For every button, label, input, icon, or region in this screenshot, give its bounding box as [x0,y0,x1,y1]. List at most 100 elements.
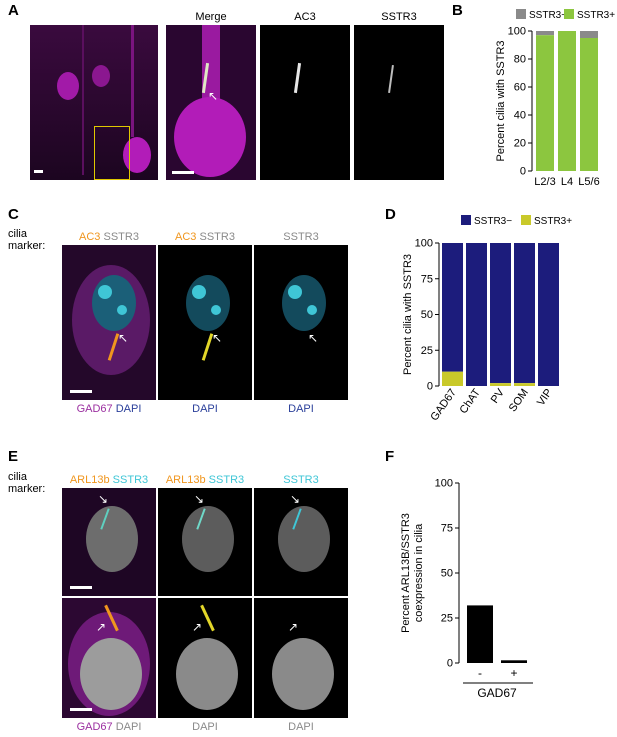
arrow-icon: ↘ [98,492,109,506]
legend-label-sstr3-pos: SSTR3+ [534,216,572,227]
x-tick-label: VIP [535,387,555,408]
y-tick-label: 75 [421,273,433,285]
arrow-icon: ↘ [290,492,301,506]
nucleus [176,638,238,710]
panel-c-top-label: AC3 SSTR3 [158,231,252,243]
nucleus [278,506,330,572]
neuron-soma [92,65,110,87]
legend-swatch-sstr3-pos [521,215,531,225]
y-tick-label: 20 [514,138,526,150]
nucleus-spot [288,285,302,299]
marker-arl13b: ARL13b [69,474,110,486]
bar-sstr3-neg [490,243,511,384]
neuron-soma [174,97,246,177]
marker-sstr3: SSTR3 [283,231,319,243]
nucleus-spot [211,305,221,315]
nucleus [186,275,230,331]
cilia-marker-label: cilia marker: [8,228,46,252]
y-axis-label: Percent cilia with SSTR3 [495,40,507,161]
panel-a-overview-image [30,25,158,180]
panel-a-merge-image: ↖ [166,25,256,180]
bar-sstr3-pos [514,383,535,386]
arrow-icon: ↖ [212,331,223,345]
y-tick-label: 0 [427,381,433,393]
y-axis-label: Percent ARL13B/SSTR3coexpression in cili… [400,513,425,633]
marker-sstr3: SSTR3 [199,231,235,243]
bar-sstr3-pos [558,31,576,171]
marker-dapi: DAPI [115,721,142,733]
x-tick-label: + [510,666,517,680]
panel-e-arl13b-image-bottom: ↗ [158,598,252,718]
panel-a-label: A [8,2,19,19]
dendrite [131,25,134,137]
panel-b-label: B [452,2,463,19]
bar-sstr3-neg [466,243,487,386]
y-axis-label: Percent cilia with SSTR3 [402,254,414,375]
marker-sstr3: SSTR3 [103,231,139,243]
panel-c-top-label: SSTR3 [254,231,348,243]
marker-sstr3: SSTR3 [208,474,245,486]
panel-c-merge-image: ↖ [62,245,156,400]
y-tick-label: 60 [514,82,526,94]
nucleus-spot [192,285,206,299]
y-tick-label: 25 [441,613,453,625]
nucleus [282,275,326,331]
panel-c-top-label: AC3 SSTR3 [62,231,156,243]
neuron-soma [57,72,79,100]
panel-d-label: D [385,206,396,223]
bar-sstr3-neg [538,243,559,386]
bar [501,660,527,663]
bar-sstr3-neg [442,243,463,372]
y-tick-label: 0 [447,658,453,670]
scale-bar [70,586,92,589]
x-tick-label: ChAT [457,387,483,416]
panel-f-chart: 0 25 50 75 100 Percent ARL13B/SSTR3coexpressi… [400,478,533,700]
panel-a-sstr3-image [354,25,444,180]
bar-sstr3-pos [580,38,598,171]
marker-dapi: DAPI [288,721,314,733]
bar [467,605,493,663]
nucleus [80,638,142,710]
panel-e-top-label: ARL13b SSTR3 [62,474,156,486]
x-tick-label: GAD67 [428,387,459,423]
x-axis-label: GAD67 [477,686,517,700]
arrow-icon: ↖ [208,89,219,103]
nucleus [182,506,234,572]
bar-sstr3-neg [514,243,535,384]
marker-sstr3: SSTR3 [283,474,319,486]
x-tick-label: L4 [561,176,573,188]
x-tick-label: - [478,666,482,680]
legend-label-sstr3-pos: SSTR3+ [577,10,615,21]
arrow-icon: ↗ [192,620,203,634]
cilium [388,64,394,94]
marker-gad67: GAD67 [76,403,113,415]
panel-e-bottom-label: GAD67 DAPI [62,721,156,733]
nucleus-spot [307,305,317,315]
legend-swatch-sstr3-pos [564,9,574,19]
legend-label-sstr3-neg: SSTR3− [529,10,567,21]
marker-dapi: DAPI [115,403,142,415]
y-tick-label: 25 [421,345,433,357]
scale-bar [70,708,92,711]
nucleus-spot [98,285,112,299]
x-tick-label: L2/3 [534,176,555,188]
y-tick-label: 40 [514,110,526,122]
y-tick-label: 50 [441,568,453,580]
bar-sstr3-neg [580,31,598,38]
y-tick-label: 100 [435,478,453,490]
marker-ac3: AC3 [79,231,101,243]
dendrite [202,25,220,105]
arrow-icon: ↘ [194,492,205,506]
panel-c-label: C [8,206,19,223]
legend-label-sstr3-neg: SSTR3− [474,216,512,227]
marker-dapi: DAPI [192,721,218,733]
scale-bar [172,171,194,174]
arrow-icon: ↗ [96,620,107,634]
panel-c-sstr3-image: ↖ [254,245,348,400]
nucleus [86,506,138,572]
panel-a-header-merge: Merge [195,11,227,23]
panel-e-top-label: SSTR3 [254,474,348,486]
marker-dapi: DAPI [192,403,218,415]
